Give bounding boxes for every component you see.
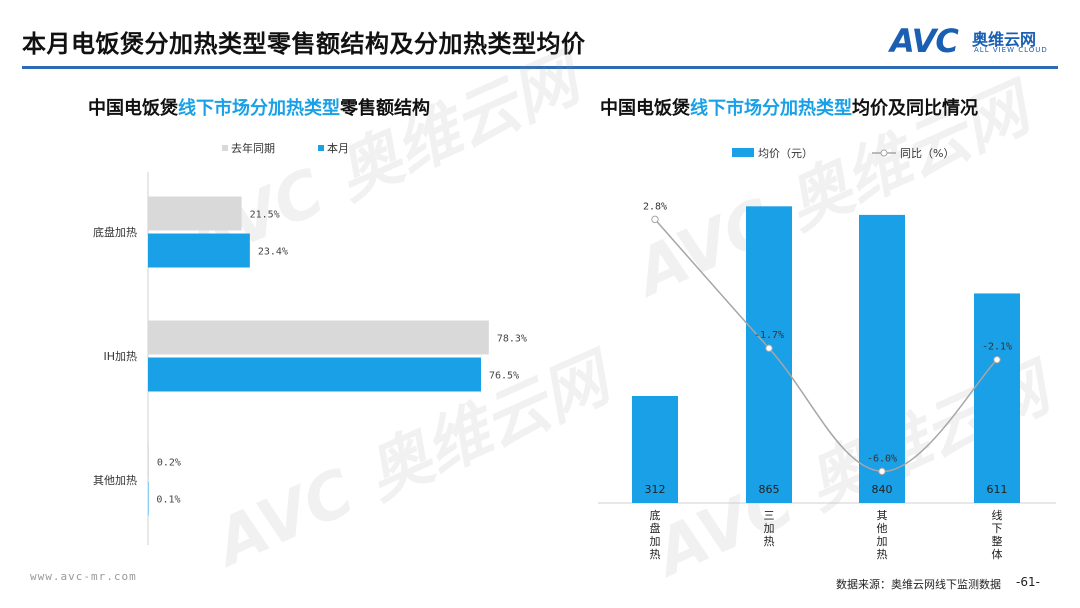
logo-en-text: ALL VIEW CLOUD bbox=[974, 46, 1048, 54]
category-label-char: 热 bbox=[764, 535, 775, 548]
category-label-char: 加 bbox=[650, 535, 661, 548]
category-label-char: 其 bbox=[877, 509, 888, 522]
legend-marker bbox=[880, 149, 888, 157]
yoy-line bbox=[654, 218, 998, 473]
page-number: -61- bbox=[1016, 575, 1040, 589]
left-title-prefix: 中国电饭煲 bbox=[88, 98, 178, 119]
category-label: 底盘加热 bbox=[93, 225, 137, 239]
category-label: 其他加热 bbox=[93, 474, 137, 487]
line-value-label: -6.0% bbox=[867, 453, 897, 464]
category-label-char: 盘 bbox=[650, 521, 661, 535]
right-chart-title: 中国电饭煲线下市场分加热类型均价及同比情况 bbox=[600, 94, 978, 120]
legend-swatch bbox=[318, 145, 324, 151]
category-label-char: 线 bbox=[992, 508, 1003, 522]
legend-label: 去年同期 bbox=[231, 141, 275, 155]
footer-url: www.avc-mr.com bbox=[30, 570, 137, 583]
data-label: 21.5% bbox=[250, 210, 280, 221]
line-value-label: 2.8% bbox=[643, 201, 667, 212]
title-divider bbox=[22, 66, 1058, 69]
data-label: 0.1% bbox=[156, 495, 180, 506]
right-title-prefix: 中国电饭煲 bbox=[600, 98, 690, 119]
category-label-char: 体 bbox=[992, 547, 1003, 561]
bar bbox=[148, 233, 250, 268]
left-chart-title: 中国电饭煲线下市场分加热类型零售额结构 bbox=[88, 94, 430, 120]
bar-value-label: 312 bbox=[645, 483, 666, 496]
logo-avc-text: AVC bbox=[890, 22, 959, 60]
bar-value-label: 865 bbox=[759, 483, 780, 496]
right-title-suffix: 均价及同比情况 bbox=[852, 98, 978, 119]
line-value-label: -1.7% bbox=[754, 330, 784, 341]
data-label: 76.5% bbox=[489, 371, 519, 382]
category-label-char: 加 bbox=[764, 522, 775, 535]
category-label-char: 三 bbox=[764, 509, 775, 522]
legend-label: 本月 bbox=[327, 141, 349, 155]
legend-label: 同比（%） bbox=[900, 147, 954, 160]
bar bbox=[859, 214, 905, 503]
line-value-label: -2.1% bbox=[982, 342, 1012, 353]
category-label-char: 他 bbox=[877, 522, 888, 535]
bar bbox=[746, 206, 792, 503]
category-label-char: 下 bbox=[992, 522, 1003, 535]
legend-swatch bbox=[732, 148, 754, 157]
legend-swatch bbox=[222, 145, 228, 151]
left-title-suffix: 零售额结构 bbox=[340, 98, 430, 119]
category-label-char: 加 bbox=[877, 535, 888, 548]
avc-logo: AVC 奥维云网 ALL VIEW CLOUD bbox=[890, 22, 1060, 62]
bar bbox=[148, 357, 481, 392]
data-label: 78.3% bbox=[497, 334, 527, 345]
category-label-char: 热 bbox=[650, 548, 661, 561]
line-point bbox=[993, 355, 1001, 364]
data-label: 0.2% bbox=[157, 458, 181, 469]
bar-value-label: 611 bbox=[987, 483, 1008, 496]
line-point bbox=[765, 344, 773, 352]
bar bbox=[148, 444, 149, 479]
category-label: IH加热 bbox=[103, 350, 137, 363]
left-title-highlight: 线下市场分加热类型 bbox=[178, 98, 340, 119]
bar-value-label: 840 bbox=[872, 483, 893, 496]
legend-label: 均价（元） bbox=[758, 147, 813, 160]
line-point bbox=[878, 467, 886, 476]
line-point bbox=[651, 215, 659, 224]
bar bbox=[632, 395, 678, 503]
page-title: 本月电饭煲分加热类型零售额结构及分加热类型均价 bbox=[22, 30, 586, 58]
footer-source: 数据来源：奥维云网线下监测数据 bbox=[836, 578, 1001, 591]
category-label-char: 热 bbox=[877, 548, 888, 561]
bar bbox=[974, 293, 1020, 503]
right-title-highlight: 线下市场分加热类型 bbox=[690, 98, 852, 119]
category-label-char: 整 bbox=[992, 534, 1003, 548]
data-label: 23.4% bbox=[258, 247, 288, 258]
bar bbox=[148, 481, 149, 516]
bar bbox=[148, 320, 489, 355]
bar bbox=[148, 196, 242, 231]
category-label-char: 底 bbox=[650, 508, 661, 522]
logo-cn-text: 奥维云网 bbox=[972, 30, 1037, 49]
